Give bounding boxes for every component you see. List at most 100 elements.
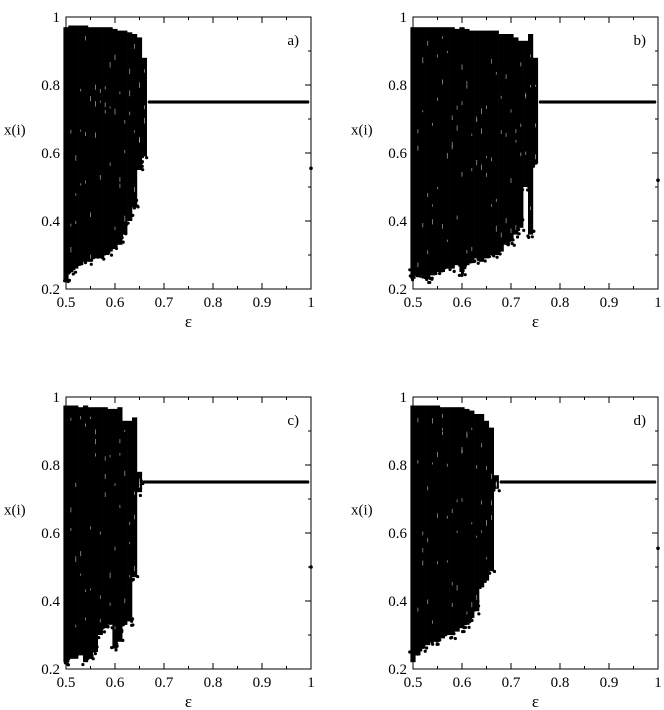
x-tick-label: 0.8 (204, 675, 223, 691)
chaotic-band (408, 27, 539, 285)
y-tick-label: 0.4 (41, 594, 60, 610)
fixed-point-series (142, 480, 310, 484)
chaotic-band (63, 25, 149, 284)
x-tick-label: 0.7 (155, 295, 174, 311)
panel-label: c) (287, 413, 299, 429)
band-column (526, 34, 536, 239)
band-column (90, 407, 99, 656)
band-column (444, 27, 451, 269)
band-column (85, 407, 95, 661)
y-tick-label: 1 (400, 390, 408, 406)
x-tick-label: 0.6 (106, 675, 125, 691)
band-column (110, 28, 119, 251)
panel-label: d) (634, 413, 647, 429)
y-axis-label: x(i) (351, 502, 373, 518)
band-column (476, 30, 485, 265)
x-axis-label: ε (532, 312, 539, 331)
fixed-point-series (499, 480, 657, 484)
x-tick-label: 0.5 (57, 295, 76, 311)
band-column (126, 420, 135, 627)
band-column (486, 427, 497, 575)
band-column (135, 37, 145, 172)
x-tick-label: 0.9 (253, 675, 272, 691)
band-column (100, 407, 110, 634)
band-column (71, 405, 79, 659)
band-column (497, 34, 504, 256)
y-tick-label: 0.6 (388, 526, 407, 542)
band-column (139, 57, 149, 160)
x-tick-label: 0.8 (204, 295, 223, 311)
x-tick-label: 0.5 (404, 295, 423, 311)
band-column (135, 471, 145, 498)
y-tick-label: 0.8 (41, 458, 60, 474)
fixed-point-series (147, 100, 310, 104)
panel-d: 0.5 0.6 0.7 0.8 0.9 1 0.2 0.4 0.6 0.8 1 ε x(i) d) (351, 390, 662, 710)
x-axis-label: ε (185, 692, 192, 710)
panel-a: 0.5 0.6 0.7 0.8 0.9 1 0.2 0.4 0.6 0.8 1 ε x(i) a) (4, 10, 315, 331)
x-tick-label: 0.7 (502, 295, 521, 311)
band-column (124, 32, 135, 227)
x-tick-label: 0.9 (600, 675, 619, 691)
chaotic-band (63, 405, 145, 667)
band-column (472, 414, 481, 616)
x-tick-label: 0.7 (155, 675, 174, 691)
y-axis-label: x(i) (4, 502, 26, 518)
y-axis-label: x(i) (351, 122, 373, 138)
y-tick-label: 0.2 (41, 282, 60, 298)
band-column (413, 405, 423, 656)
band-column (457, 27, 467, 278)
band-column (505, 34, 516, 247)
panel-c: 0.5 0.6 0.7 0.8 0.9 1 0.2 0.4 0.6 0.8 1 ε x(i) c) (4, 390, 315, 710)
fixed-point (653, 100, 657, 104)
y-tick-label: 1 (400, 10, 408, 26)
band-column (423, 27, 432, 285)
y-axis-label: x(i) (4, 122, 26, 138)
x-tick-label: 1 (654, 675, 662, 691)
x-tick-label: 1 (654, 295, 662, 311)
band-column (95, 407, 105, 640)
y-tick-label: 0.4 (388, 214, 407, 230)
x-tick-label: 0.6 (106, 295, 125, 311)
x-tick-label: 0.8 (551, 675, 570, 691)
panel-label: b) (634, 33, 647, 49)
fixed-point (306, 100, 310, 104)
band-column (491, 475, 501, 493)
fixed-point (306, 480, 310, 484)
band-column (481, 420, 491, 584)
x-tick-label: 0.7 (502, 675, 521, 691)
band-column (97, 27, 106, 261)
band-column (101, 27, 110, 256)
y-tick-label: 0.2 (388, 662, 407, 678)
band-column (130, 417, 140, 582)
band-column (68, 25, 75, 276)
x-axis-label: ε (185, 312, 192, 331)
x-axis-label: ε (532, 692, 539, 710)
y-tick-label: 1 (53, 390, 61, 406)
x-tick-label: 0.8 (551, 295, 570, 311)
band-column (516, 40, 526, 232)
y-tick-label: 0.6 (388, 146, 407, 162)
band-column (462, 408, 472, 630)
band-column (115, 407, 125, 642)
x-tick-label: 1 (307, 295, 315, 311)
fixed-point-series (538, 100, 657, 104)
y-tick-label: 0.2 (388, 282, 407, 298)
x-tick-label: 0.6 (453, 675, 472, 691)
y-tick-label: 0.2 (41, 662, 60, 678)
x-tick-label: 1 (307, 675, 315, 691)
y-tick-label: 0.4 (388, 594, 407, 610)
x-tick-label: 0.5 (57, 675, 76, 691)
x-tick-label: 0.9 (253, 295, 272, 311)
x-tick-label: 0.5 (404, 675, 423, 691)
panel-b: 0.5 0.6 0.7 0.8 0.9 1 0.2 0.4 0.6 0.8 1 ε x(i) b) (351, 10, 662, 331)
band-column (513, 37, 521, 239)
band-column (459, 407, 466, 634)
y-tick-label: 0.4 (41, 214, 60, 230)
panel-label: a) (287, 33, 299, 49)
y-tick-label: 0.8 (388, 458, 407, 474)
band-column (531, 57, 539, 168)
y-tick-label: 0.6 (41, 526, 60, 542)
x-tick-label: 0.9 (600, 295, 619, 311)
chaotic-band (408, 405, 501, 663)
